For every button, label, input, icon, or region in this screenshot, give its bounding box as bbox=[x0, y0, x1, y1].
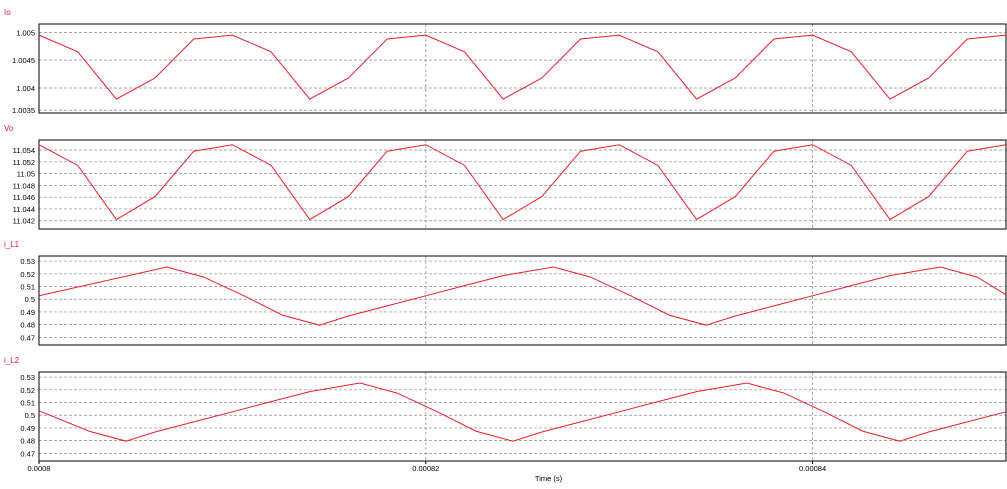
y-tick-label: 0.5 bbox=[25, 295, 35, 304]
plot-frame bbox=[38, 23, 1007, 114]
y-tick-label: 1.005 bbox=[16, 28, 35, 37]
y-tick-label: 11.05 bbox=[17, 170, 35, 179]
x-tick-label: 0.00082 bbox=[412, 464, 439, 473]
plot-title: i_L2 bbox=[4, 356, 20, 365]
y-tick-label: 1.0045 bbox=[12, 56, 35, 65]
plot-frame bbox=[38, 139, 1007, 230]
y-tick-label: 0.49 bbox=[20, 424, 35, 433]
series-line-i_L2 bbox=[38, 382, 1007, 442]
y-tick-label: 0.47 bbox=[20, 333, 35, 342]
y-tick-label: 11.046 bbox=[13, 193, 35, 202]
y-tick-label: 1.0035 bbox=[12, 106, 35, 115]
plot-panel-2: i_L10.53 0.52 0.51 0.5 0.49 0.48 0.47 bbox=[4, 240, 1007, 346]
y-tick-label: 11.054 bbox=[13, 146, 35, 155]
series-line-Io bbox=[38, 34, 1007, 100]
y-tick-label: 0.52 bbox=[20, 386, 35, 395]
plot-frame bbox=[38, 255, 1007, 346]
plot-panel-1: Vo 11.054 11.052 11.05 11.048 11.046 11.044 11.… bbox=[4, 124, 1007, 230]
y-tick-label: 0.51 bbox=[20, 399, 35, 408]
x-tick-label: 0.0008 bbox=[28, 464, 51, 473]
y-tick-label: 0.47 bbox=[20, 449, 35, 458]
y-tick-label: 0.51 bbox=[20, 283, 35, 292]
plot-panel-0: Io 1.005 1.0045 1.004 1.0035 bbox=[4, 8, 1007, 115]
y-tick-label: 11.048 bbox=[13, 181, 35, 190]
y-tick-label: 11.044 bbox=[13, 205, 35, 214]
y-tick-label: 0.48 bbox=[20, 437, 35, 446]
y-tick-label: 0.49 bbox=[20, 308, 35, 317]
series-line-Vo bbox=[38, 144, 1007, 221]
plot-panel-3: i_L20.53 0.52 0.51 0.5 0.49 0.48 0.47 0.0008 0.0… bbox=[4, 356, 1007, 483]
y-tick-label: 0.53 bbox=[20, 257, 35, 266]
y-tick-label: 1.004 bbox=[16, 84, 35, 93]
y-tick-label: 11.042 bbox=[13, 217, 35, 226]
y-tick-label: 0.53 bbox=[20, 373, 35, 382]
y-tick-label: 0.52 bbox=[20, 270, 35, 279]
plot-frame bbox=[38, 371, 1007, 462]
x-tick-label: 0.00084 bbox=[799, 464, 826, 473]
plot-title: Io bbox=[4, 8, 11, 17]
x-axis-label: Time (s) bbox=[535, 474, 563, 483]
plot-title: Vo bbox=[4, 124, 14, 133]
y-tick-label: 0.5 bbox=[25, 411, 35, 420]
y-tick-label: 11.052 bbox=[13, 158, 35, 167]
series-line-i_L1 bbox=[38, 266, 1007, 326]
y-tick-label: 0.48 bbox=[20, 321, 35, 330]
plot-title: i_L1 bbox=[4, 240, 20, 249]
